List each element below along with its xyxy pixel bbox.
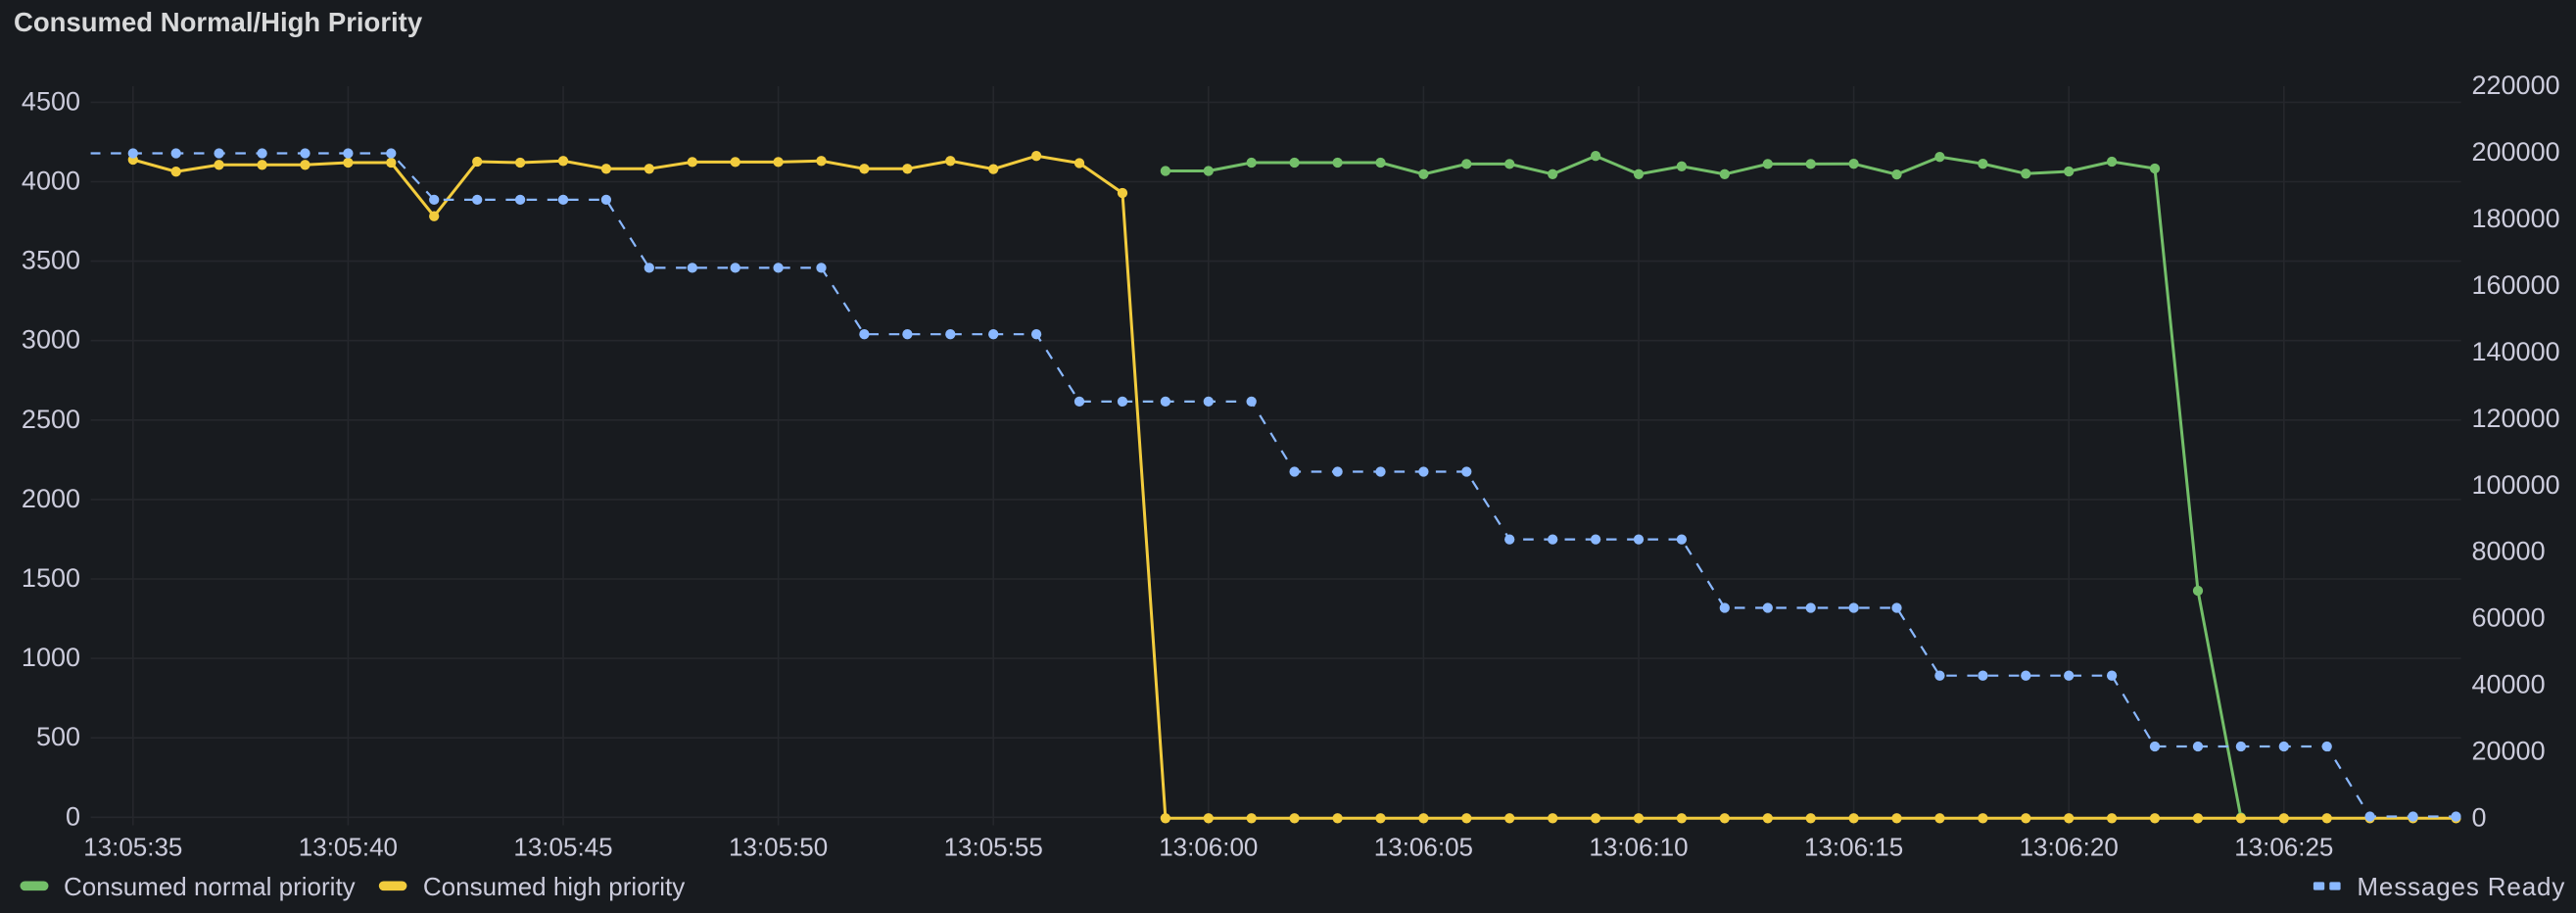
svg-text:80000: 80000: [2472, 537, 2546, 566]
svg-text:Consumed high priority: Consumed high priority: [423, 872, 685, 901]
svg-text:13:06:25: 13:06:25: [2234, 833, 2333, 862]
svg-text:160000: 160000: [2472, 270, 2560, 300]
svg-text:1000: 1000: [22, 643, 80, 672]
svg-text:13:05:50: 13:05:50: [729, 833, 828, 862]
svg-text:3500: 3500: [22, 246, 80, 275]
svg-text:Consumed normal priority: Consumed normal priority: [64, 872, 356, 901]
svg-text:3000: 3000: [22, 325, 80, 355]
svg-text:0: 0: [66, 801, 80, 831]
svg-text:40000: 40000: [2472, 670, 2546, 699]
svg-text:13:06:00: 13:06:00: [1159, 833, 1258, 862]
svg-text:13:05:40: 13:05:40: [299, 833, 398, 862]
svg-text:13:06:20: 13:06:20: [2020, 833, 2119, 862]
svg-text:2000: 2000: [22, 484, 80, 513]
svg-text:13:06:05: 13:06:05: [1374, 833, 1473, 862]
svg-text:13:05:55: 13:05:55: [944, 833, 1043, 862]
svg-text:220000: 220000: [2472, 71, 2560, 100]
svg-text:13:06:10: 13:06:10: [1589, 833, 1688, 862]
svg-text:0: 0: [2472, 803, 2487, 833]
svg-text:120000: 120000: [2472, 404, 2560, 433]
svg-text:13:06:15: 13:06:15: [1804, 833, 1903, 862]
svg-text:100000: 100000: [2472, 470, 2560, 500]
svg-text:2500: 2500: [22, 405, 80, 434]
svg-text:60000: 60000: [2472, 603, 2546, 633]
svg-text:140000: 140000: [2472, 337, 2560, 366]
svg-text:4000: 4000: [22, 167, 80, 196]
svg-text:20000: 20000: [2472, 737, 2546, 766]
svg-text:500: 500: [36, 722, 80, 751]
svg-text:200000: 200000: [2472, 137, 2560, 167]
svg-text:Consumed Normal/High Priority: Consumed Normal/High Priority: [14, 7, 423, 37]
svg-text:Messages Ready: Messages Ready: [2357, 872, 2565, 901]
svg-text:13:05:45: 13:05:45: [513, 833, 612, 862]
svg-text:13:05:35: 13:05:35: [83, 833, 182, 862]
svg-text:4500: 4500: [22, 86, 80, 116]
svg-text:1500: 1500: [22, 563, 80, 593]
svg-text:180000: 180000: [2472, 204, 2560, 233]
